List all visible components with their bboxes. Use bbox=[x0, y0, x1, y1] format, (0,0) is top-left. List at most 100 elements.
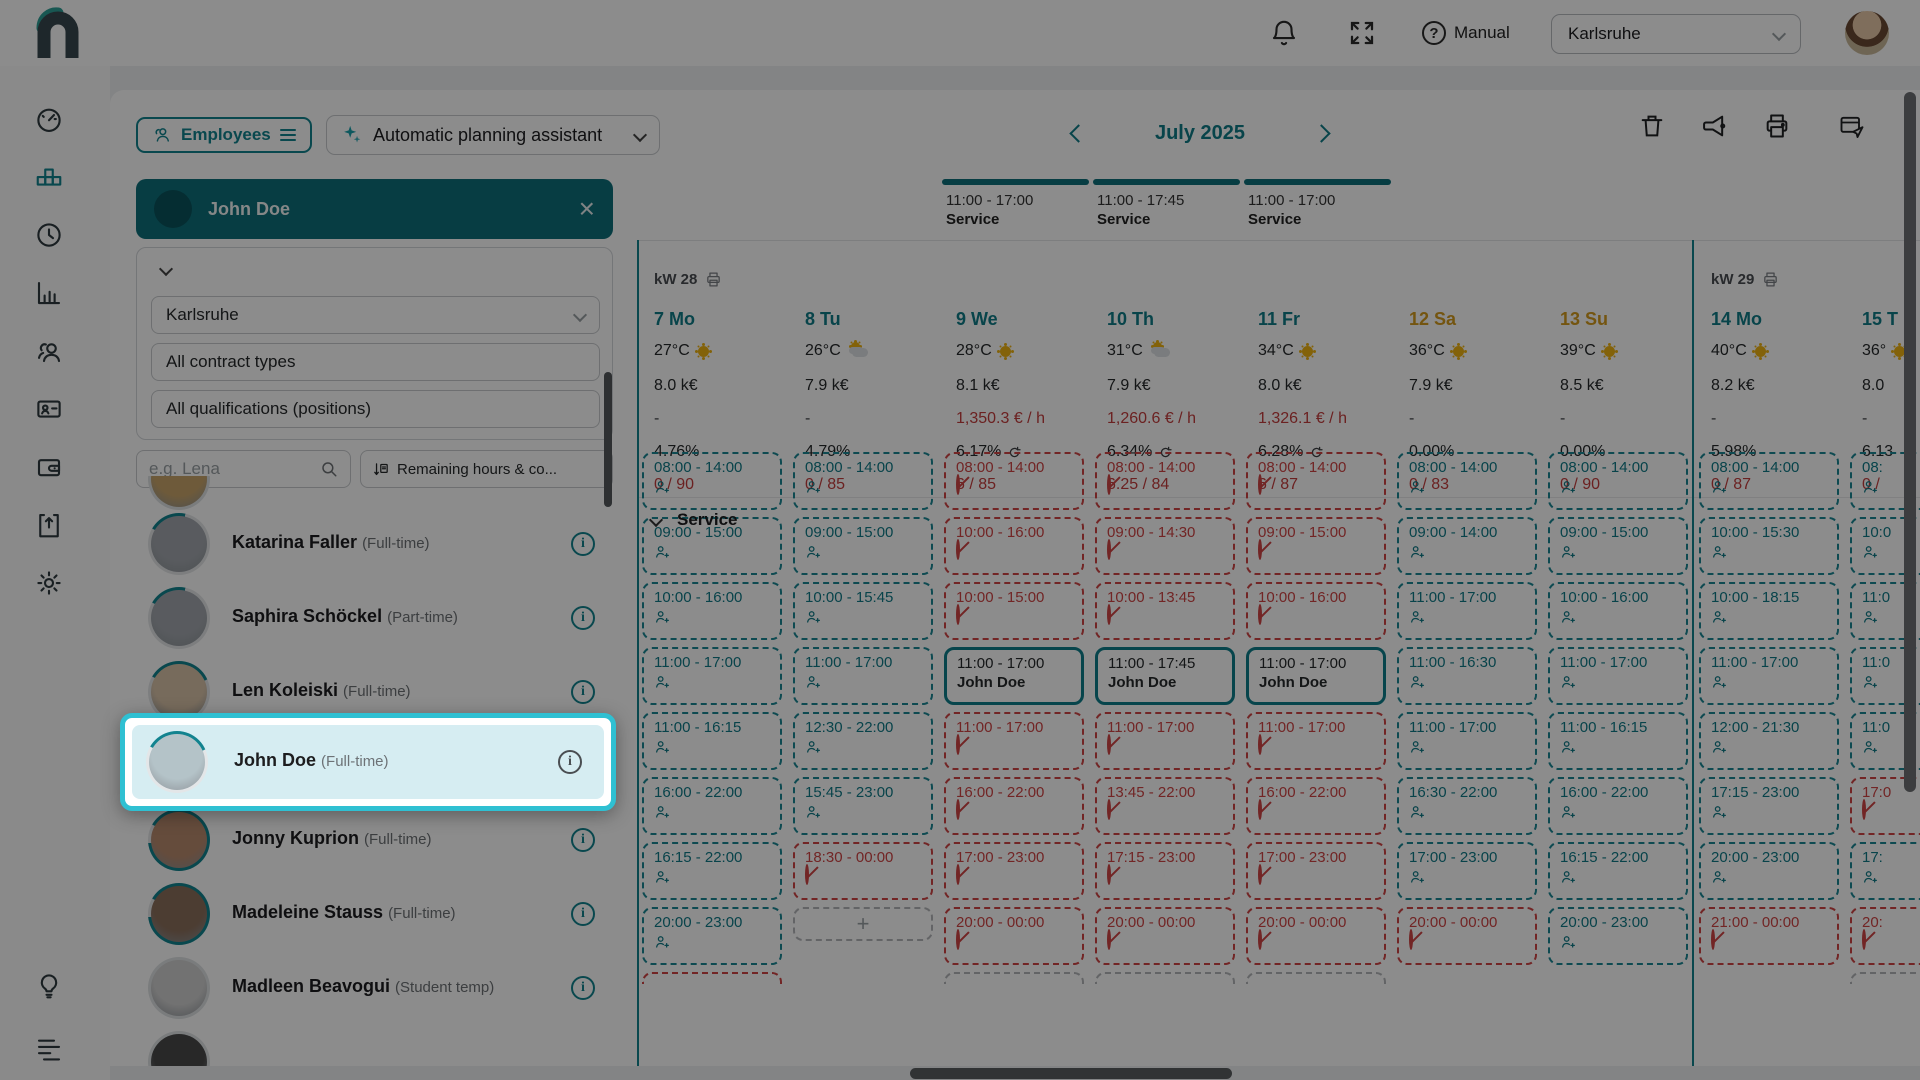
open-shift-cell[interactable]: 17:00 - 23:00 bbox=[1397, 842, 1537, 900]
planning-grid-icon[interactable] bbox=[34, 162, 64, 192]
open-shift-cell[interactable]: 08:00 - 14:00 bbox=[793, 452, 933, 510]
open-shift-cell[interactable]: 08:00 - 14:00 bbox=[1397, 452, 1537, 510]
list-item[interactable]: Saphira Schöckel (Part-time) i bbox=[136, 587, 613, 649]
collapse-chevron-icon[interactable] bbox=[158, 261, 174, 277]
unavailable-shift-cell[interactable]: 17:15 - 23:00 bbox=[1095, 842, 1235, 900]
day-label[interactable]: 13 Su bbox=[1560, 309, 1609, 329]
open-shift-cell[interactable]: 08:00 - 14:00 bbox=[1548, 452, 1688, 510]
assigned-shift-summary[interactable]: 11:00 - 17:00 Service bbox=[1244, 179, 1391, 228]
unavailable-shift-cell[interactable]: 10:00 - 15:00 bbox=[944, 582, 1084, 640]
open-shift-cell[interactable]: 10:00 - 15:45 bbox=[793, 582, 933, 640]
unavailable-shift-cell[interactable]: 18:30 - 00:00 bbox=[793, 842, 933, 900]
open-shift-cell[interactable]: 10:00 - 16:00 bbox=[1548, 582, 1688, 640]
unavailable-shift-cell[interactable]: 20:00 - 00:00 bbox=[1397, 907, 1537, 965]
open-shift-cell[interactable]: 10:0 bbox=[1850, 517, 1920, 575]
tips-lightbulb-icon[interactable] bbox=[34, 971, 64, 1001]
day-label[interactable]: 10 Th bbox=[1107, 309, 1155, 329]
open-shift-cell[interactable]: 11:00 - 17:00 bbox=[1699, 647, 1839, 705]
unavailable-shift-cell[interactable]: 16:00 - 22:00 bbox=[1246, 777, 1386, 835]
printer-icon[interactable] bbox=[1762, 271, 1779, 288]
location-select[interactable]: Karlsruhe bbox=[1551, 14, 1801, 54]
open-shift-cell[interactable]: 17:15 - 23:00 bbox=[1699, 777, 1839, 835]
list-item[interactable]: Len Koleiski (Full-time) i bbox=[136, 661, 613, 723]
employee-list-scrollbar[interactable] bbox=[604, 372, 612, 507]
open-shift-cell[interactable]: 20:00 - 23:00 bbox=[1699, 842, 1839, 900]
unavailable-shift-cell[interactable]: 08:00 - 14:00 bbox=[944, 452, 1084, 510]
day-label[interactable]: 9 We bbox=[956, 309, 998, 329]
open-shift-cell[interactable]: 10:00 - 16:00 bbox=[642, 582, 782, 640]
unavailable-shift-cell[interactable]: 08:00 - 14:00 bbox=[1246, 452, 1386, 510]
time-tracking-clock-icon[interactable] bbox=[34, 220, 64, 250]
info-icon[interactable]: i bbox=[571, 606, 595, 630]
open-shift-cell[interactable]: 09:00 - 15:00 bbox=[793, 517, 933, 575]
open-shift-cell[interactable]: 17: bbox=[1850, 842, 1920, 900]
open-shift-cell[interactable]: 12:00 - 21:30 bbox=[1699, 712, 1839, 770]
unavailable-shift-cell[interactable]: 08:00 - 14:00 bbox=[1095, 452, 1235, 510]
open-shift-cell[interactable]: 11:0 bbox=[1850, 712, 1920, 770]
unavailable-shift-cell[interactable]: 09:00 - 14:30 bbox=[1095, 517, 1235, 575]
highlighted-employee-row-john-doe[interactable]: John Doe (Full-time) i bbox=[120, 713, 616, 811]
open-shift-cell[interactable]: 11:00 - 17:00 bbox=[793, 647, 933, 705]
unavailable-shift-cell[interactable]: 09:00 - 15:00 bbox=[1246, 517, 1386, 575]
unavailable-shift-cell[interactable]: 17:0 bbox=[1850, 777, 1920, 835]
app-logo[interactable] bbox=[28, 6, 92, 62]
open-shift-cell[interactable]: 16:00 - 22:00 bbox=[642, 777, 782, 835]
day-label[interactable]: 14 Mo bbox=[1711, 309, 1763, 329]
unavailable-shift-cell[interactable]: 20:00 - 00:00 bbox=[1095, 907, 1235, 965]
open-shift-cell[interactable]: 11:00 - 17:00 bbox=[1397, 712, 1537, 770]
bell-icon[interactable] bbox=[1269, 18, 1299, 48]
fullscreen-icon[interactable] bbox=[1347, 18, 1377, 48]
manual-help-button[interactable]: ? Manual bbox=[1422, 21, 1510, 45]
info-icon[interactable]: i bbox=[571, 976, 595, 1000]
open-shift-cell[interactable]: 09:00 - 15:00 bbox=[1548, 517, 1688, 575]
assigned-shift-summary[interactable]: 11:00 - 17:00 Service bbox=[942, 179, 1089, 228]
open-shift-cell[interactable]: 16:15 - 22:00 bbox=[1548, 842, 1688, 900]
unavailable-shift-cell[interactable]: 10:00 - 13:45 bbox=[1095, 582, 1235, 640]
list-item[interactable]: Jonny Kuprion (Full-time) i bbox=[136, 809, 613, 871]
open-shift-cell[interactable]: 11:0 bbox=[1850, 647, 1920, 705]
day-label[interactable]: 12 Sa bbox=[1409, 309, 1457, 329]
open-shift-cell[interactable]: 16:30 - 22:00 bbox=[1397, 777, 1537, 835]
list-item[interactable]: Madleen Beavogui (Student temp) i bbox=[136, 957, 613, 1019]
unavailable-shift-cell[interactable]: 10:00 - 16:00 bbox=[944, 517, 1084, 575]
info-icon[interactable]: i bbox=[571, 680, 595, 704]
unavailable-shift-cell[interactable]: 11:00 - 17:00 bbox=[944, 712, 1084, 770]
unavailable-shift-cell[interactable]: 20:00 - 00:00 bbox=[1246, 907, 1386, 965]
sort-remaining-hours-button[interactable]: Remaining hours & co... bbox=[360, 450, 613, 488]
automatic-planning-assistant-select[interactable]: Automatic planning assistant bbox=[326, 115, 660, 155]
unavailable-shift-cell[interactable]: 11:00 - 17:00 bbox=[1246, 712, 1386, 770]
open-shift-cell[interactable]: 08: bbox=[1850, 452, 1920, 510]
open-shift-cell[interactable]: 16:00 - 22:00 bbox=[1548, 777, 1688, 835]
unavailable-shift-cell[interactable]: 10:00 - 16:00 bbox=[1246, 582, 1386, 640]
open-shift-cell[interactable]: 20:00 - 23:00 bbox=[1548, 907, 1688, 965]
trash-icon[interactable] bbox=[1638, 112, 1666, 140]
open-shift-cell[interactable]: 10:00 - 15:30 bbox=[1699, 517, 1839, 575]
day-label[interactable]: 15 T bbox=[1862, 309, 1899, 329]
unavailable-shift-cell[interactable]: 17:00 - 23:00 bbox=[944, 842, 1084, 900]
add-shift-cell[interactable]: + bbox=[793, 907, 933, 941]
list-item-partial[interactable] bbox=[136, 1031, 613, 1066]
open-shift-cell[interactable]: 11:00 - 17:00 bbox=[642, 647, 782, 705]
bottom-menu-icon[interactable] bbox=[34, 1035, 64, 1065]
info-icon[interactable]: i bbox=[571, 532, 595, 556]
open-shift-cell[interactable]: 11:00 - 16:15 bbox=[1548, 712, 1688, 770]
unavailable-shift-cell[interactable]: 20:00 - 00:00 bbox=[944, 907, 1084, 965]
info-icon[interactable]: i bbox=[571, 828, 595, 852]
list-item-partial[interactable] bbox=[136, 476, 613, 510]
contract-types-filter[interactable]: All contract types bbox=[151, 343, 600, 381]
list-item[interactable]: John Doe (Full-time) i bbox=[132, 725, 604, 799]
unavailable-shift-cell[interactable]: 20: bbox=[1850, 907, 1920, 965]
assigned-shift-cell[interactable]: 11:00 - 17:45 John Doe bbox=[1095, 647, 1235, 705]
info-icon[interactable]: i bbox=[571, 902, 595, 926]
location-filter-select[interactable]: Karlsruhe bbox=[151, 296, 600, 334]
unavailable-shift-cell[interactable]: 16:00 - 22:00 bbox=[944, 777, 1084, 835]
info-icon[interactable]: i bbox=[558, 750, 582, 774]
qualifications-filter[interactable]: All qualifications (positions) bbox=[151, 390, 600, 428]
open-shift-cell[interactable]: 11:00 - 17:00 bbox=[1397, 582, 1537, 640]
unavailable-shift-cell[interactable]: 13:45 - 22:00 bbox=[1095, 777, 1235, 835]
printer-icon[interactable] bbox=[1763, 112, 1791, 140]
open-shift-cell[interactable]: 11:0 bbox=[1850, 582, 1920, 640]
next-month-button[interactable] bbox=[1312, 123, 1331, 143]
settings-gear-icon[interactable] bbox=[34, 568, 64, 598]
open-shift-cell[interactable]: 16:15 - 22:00 bbox=[642, 842, 782, 900]
